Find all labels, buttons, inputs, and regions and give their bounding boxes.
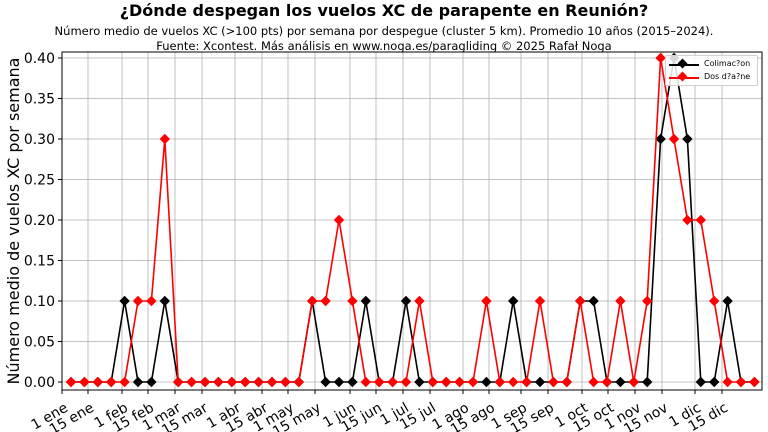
data-point-marker xyxy=(642,295,653,307)
data-point-marker xyxy=(427,376,438,388)
data-point-marker xyxy=(226,376,237,388)
y-axis: 0.00 0.05 0.10 0.15 0.20 0.25 0.30 0.35 0.40 xyxy=(24,51,62,391)
data-point-marker xyxy=(575,295,586,307)
legend-label: Colimac?on xyxy=(704,59,751,68)
data-point-marker xyxy=(132,295,144,307)
data-point-marker xyxy=(588,376,599,388)
data-point-marker xyxy=(521,376,532,388)
y-tick-label: 0.15 xyxy=(24,254,55,270)
data-point-marker xyxy=(132,376,144,388)
data-point-marker xyxy=(307,295,318,307)
legend-item-colimacon: Colimac?on xyxy=(666,58,757,71)
data-point-marker xyxy=(508,295,519,307)
data-point-marker xyxy=(320,295,331,307)
data-point-marker xyxy=(65,376,77,388)
data-point-marker xyxy=(374,376,385,388)
chart-title: ¿Dónde despegan los vuelos XC de parapen… xyxy=(119,1,649,20)
legend-item-dos-d-ane: Dos d?a?ne xyxy=(666,71,757,84)
data-point-marker xyxy=(186,376,197,388)
data-point-marker xyxy=(682,214,693,226)
data-point-marker xyxy=(92,376,103,388)
data-point-marker xyxy=(293,376,304,388)
data-point-marker xyxy=(266,376,278,388)
data-point-marker xyxy=(119,376,130,388)
data-point-marker xyxy=(467,376,479,388)
data-point-marker xyxy=(454,376,465,388)
y-tick-label: 0.25 xyxy=(24,173,55,189)
y-tick-label: 0.40 xyxy=(24,51,55,67)
data-point-marker xyxy=(709,295,720,307)
y-tick-label: 0.30 xyxy=(24,132,55,148)
data-point-marker xyxy=(615,376,626,388)
data-point-marker xyxy=(240,376,251,388)
data-point-marker xyxy=(441,376,452,388)
data-point-marker xyxy=(159,295,170,307)
data-point-marker xyxy=(534,295,546,307)
data-point-marker xyxy=(628,376,639,388)
y-tick-label: 0.20 xyxy=(24,213,55,229)
data-point-marker xyxy=(320,376,331,388)
diamond-marker-icon xyxy=(677,71,688,82)
data-point-marker xyxy=(146,295,157,307)
legend: Colimac?on Dos d?a?ne xyxy=(665,55,758,86)
data-point-marker xyxy=(548,376,559,388)
data-point-marker xyxy=(280,376,291,388)
data-point-marker xyxy=(159,133,170,145)
data-point-marker xyxy=(360,376,371,388)
data-point-marker xyxy=(173,376,184,388)
data-point-marker xyxy=(400,295,412,307)
data-point-marker xyxy=(106,376,117,388)
data-point-marker xyxy=(387,376,398,388)
data-point-marker xyxy=(494,376,505,388)
data-point-marker xyxy=(146,376,157,388)
data-point-marker xyxy=(601,376,613,388)
data-point-marker xyxy=(481,295,492,307)
y-tick-label: 0.05 xyxy=(24,335,55,351)
y-tick-label: 0.00 xyxy=(24,375,55,391)
data-point-marker xyxy=(199,376,211,388)
data-point-marker xyxy=(253,376,264,388)
y-axis-label: Número medio de vuelos XC por semana xyxy=(4,58,23,385)
data-point-marker xyxy=(508,376,519,388)
y-tick-label: 0.10 xyxy=(24,294,55,310)
data-point-marker xyxy=(400,376,412,388)
data-point-marker xyxy=(588,295,599,307)
data-point-marker xyxy=(79,376,90,388)
data-point-marker xyxy=(534,376,546,388)
data-point-marker xyxy=(333,376,345,388)
series-dosdane xyxy=(65,52,760,388)
data-point-marker xyxy=(722,295,733,307)
data-point-marker xyxy=(695,214,706,226)
data-point-marker xyxy=(655,52,666,64)
data-point-marker xyxy=(414,295,425,307)
data-point-marker xyxy=(615,295,626,307)
plot-frame xyxy=(61,51,763,391)
data-point-marker xyxy=(642,376,653,388)
data-point-marker xyxy=(682,133,693,145)
data-point-marker xyxy=(360,295,371,307)
chart-subtitle: Número medio de vuelos XC (>100 pts) por… xyxy=(54,24,714,38)
data-point-marker xyxy=(333,214,345,226)
data-point-marker xyxy=(722,376,733,388)
data-point-marker xyxy=(347,376,358,388)
data-point-marker xyxy=(481,376,492,388)
data-point-marker xyxy=(561,376,572,388)
data-point-marker xyxy=(709,376,720,388)
data-point-marker xyxy=(347,295,358,307)
data-point-marker xyxy=(213,376,224,388)
data-point-marker xyxy=(735,376,747,388)
data-point-marker xyxy=(695,376,706,388)
legend-label: Dos d?a?ne xyxy=(704,72,751,81)
data-point-marker xyxy=(749,376,760,388)
data-point-marker xyxy=(668,133,680,145)
y-tick-label: 0.35 xyxy=(24,92,55,108)
data-point-marker xyxy=(655,133,666,145)
chart-source: Fuente: Xcontest. Más análisis en www.no… xyxy=(156,39,612,53)
data-point-marker xyxy=(414,376,425,388)
data-point-marker xyxy=(119,295,130,307)
diamond-marker-icon xyxy=(677,58,688,69)
